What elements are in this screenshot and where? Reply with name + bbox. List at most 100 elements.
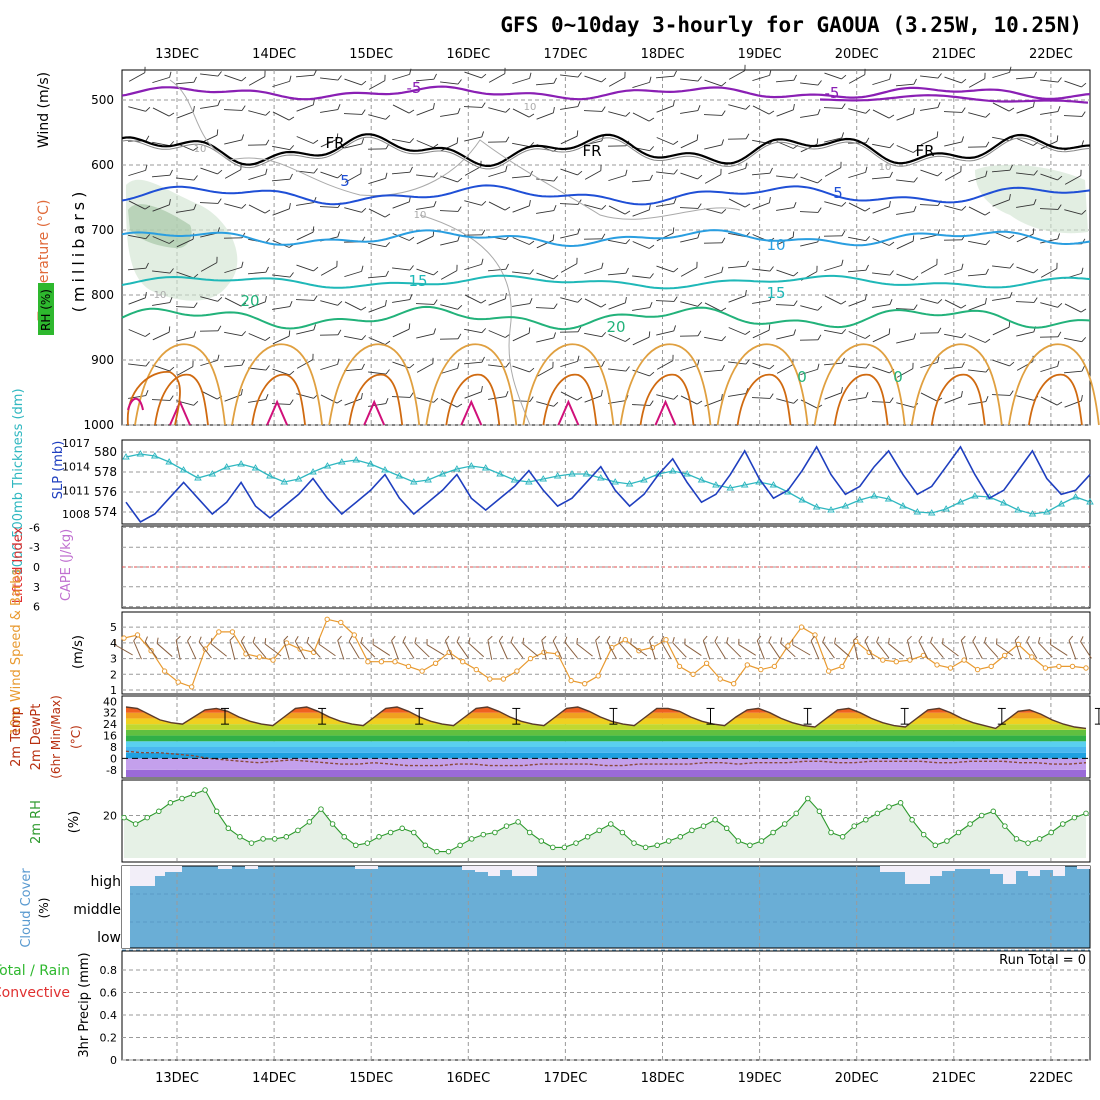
barb-staff xyxy=(944,171,962,181)
barb-feather xyxy=(649,371,655,377)
barb-feather xyxy=(457,304,463,310)
barb-staff xyxy=(824,72,842,80)
wind10-barb-feather xyxy=(522,637,525,644)
barb-staff xyxy=(680,301,698,307)
thickness-point xyxy=(237,460,245,467)
date-tick-bottom: 16DEC xyxy=(446,1071,490,1086)
wind-barb xyxy=(896,145,919,153)
barb-feather xyxy=(505,165,508,172)
wind10-barb xyxy=(414,637,430,658)
wind10-barb-staff xyxy=(576,643,593,657)
barb-staff xyxy=(632,307,650,311)
wind-barb xyxy=(776,103,795,117)
contour-30 xyxy=(445,373,501,426)
temp-band xyxy=(126,769,1086,777)
barb-staff xyxy=(608,368,626,372)
barb-staff xyxy=(872,304,890,308)
wind10-barb-feather xyxy=(714,636,718,642)
thickness-point xyxy=(769,481,778,488)
barb-feather xyxy=(937,298,943,304)
temp-band xyxy=(126,735,1086,742)
barb-feather xyxy=(961,361,965,368)
contour-30 xyxy=(833,373,889,426)
barb-feather xyxy=(528,327,531,334)
barb-feather xyxy=(769,167,773,174)
barb-feather xyxy=(841,259,844,266)
wind-barb xyxy=(368,398,389,407)
rh-point xyxy=(399,825,405,832)
barb-staff xyxy=(896,179,914,183)
barb-staff xyxy=(272,368,290,376)
barb-feather xyxy=(169,366,175,372)
wind10-barb xyxy=(252,636,267,658)
date-tick-top: 15DEC xyxy=(349,47,393,62)
wind10-barb xyxy=(780,637,796,658)
wind10-barb-feather xyxy=(810,635,815,642)
wind-barb xyxy=(367,270,389,279)
barb-feather xyxy=(961,78,967,84)
barb-staff xyxy=(1016,395,1034,401)
barb-feather xyxy=(1009,390,1014,396)
barb-feather xyxy=(960,304,967,309)
wind-barb xyxy=(704,208,727,214)
barb-feather xyxy=(433,328,436,335)
contour-label: 0 xyxy=(893,368,903,386)
thickness-point xyxy=(855,496,864,503)
thickness-point xyxy=(971,492,979,499)
cloud-level-high: high xyxy=(90,874,121,890)
barb-feather xyxy=(912,107,915,114)
barb-staff xyxy=(1064,303,1082,313)
wind-barb xyxy=(320,171,343,179)
wind10-barb-feather xyxy=(1014,635,1020,641)
wind-barb xyxy=(511,396,534,402)
wind-barb xyxy=(728,359,750,365)
barb-staff xyxy=(320,109,338,113)
wind10-barb-staff xyxy=(864,640,874,660)
barb-staff xyxy=(560,297,578,303)
barb-feather xyxy=(145,361,150,367)
wind10-barb xyxy=(996,638,1014,657)
rh-point xyxy=(1013,836,1020,842)
wind-barb xyxy=(175,76,197,85)
wind10-barb xyxy=(552,635,563,660)
wind10-barb xyxy=(133,635,142,660)
barb-feather xyxy=(481,102,486,108)
barb-feather xyxy=(1008,107,1015,112)
wind10-point xyxy=(514,668,520,674)
barb-staff xyxy=(440,304,458,310)
thickness-point xyxy=(1043,508,1051,515)
barb-staff xyxy=(991,394,1011,396)
wind-barb xyxy=(560,228,580,239)
p8-ytick: 0.4 xyxy=(100,1009,118,1022)
wind10-barb-feather xyxy=(684,638,686,645)
barb-feather xyxy=(169,268,174,274)
contour-30 xyxy=(542,373,598,426)
barb-staff xyxy=(968,335,986,343)
date-tick-top: 20DEC xyxy=(835,47,879,62)
wind-barb xyxy=(176,331,196,342)
barb-feather xyxy=(840,161,842,168)
wind10-point xyxy=(432,660,439,666)
rh-label: RH (%) xyxy=(39,289,53,331)
wind10-barb-feather xyxy=(930,636,933,643)
wind10-point xyxy=(880,657,886,663)
barb-feather xyxy=(601,204,607,210)
barb-staff xyxy=(320,363,338,371)
wind-barb xyxy=(200,256,218,272)
barb-staff xyxy=(415,78,435,82)
wind-barb xyxy=(560,257,578,273)
barb-feather xyxy=(673,140,679,145)
p3-ytick: 6 xyxy=(33,601,40,614)
rh-point xyxy=(677,834,684,840)
barb-staff xyxy=(1040,302,1058,308)
thickness-point xyxy=(453,465,461,472)
rh-point xyxy=(897,800,904,806)
wind-barb xyxy=(248,110,271,116)
wind-barb xyxy=(800,363,820,376)
cloud-high-block xyxy=(500,866,512,870)
date-tick-top: 18DEC xyxy=(641,47,685,62)
barb-staff xyxy=(535,307,555,309)
barb-staff xyxy=(680,267,698,277)
barb-feather xyxy=(193,146,199,151)
barb-staff xyxy=(560,135,578,145)
